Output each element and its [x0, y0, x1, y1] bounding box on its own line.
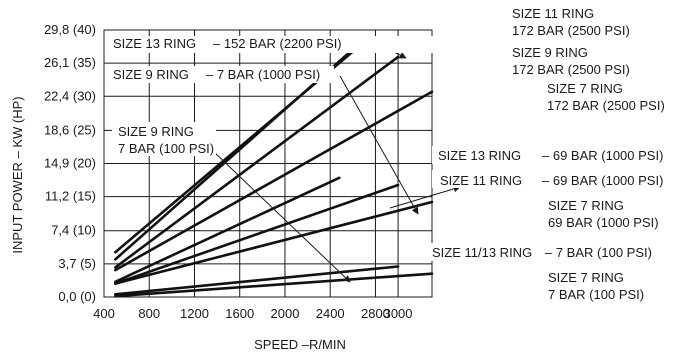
- y-tick-label: 22,4 (30): [44, 88, 96, 103]
- y-tick-label: 18,6 (25): [44, 122, 96, 137]
- x-axis-title: SPEED –R/MIN: [254, 337, 346, 352]
- annotation-label: – 69 BAR (1000 PSI): [542, 173, 663, 188]
- y-tick-label: 7,4 (10): [51, 223, 96, 238]
- annotation-leader-arrow: [211, 149, 351, 283]
- annotation-label: SIZE 13 RING: [438, 148, 521, 163]
- annotation-label: SIZE 9 RING: [113, 67, 189, 82]
- annotation-label: 172 BAR (2500 PSI): [512, 62, 630, 77]
- annotation-background: [108, 66, 334, 83]
- series-line-4: [114, 90, 434, 272]
- annotation-leader-arrow: [389, 185, 461, 209]
- y-axis-title: INPUT POWER – KW (HP): [10, 96, 25, 253]
- annotation-leader-arrow: [339, 75, 419, 215]
- annotation-background: [108, 36, 450, 53]
- series-line-6: [114, 183, 400, 285]
- y-tick-label: 29,8 (40): [44, 22, 96, 37]
- y-tick-label: 26,1 (35): [44, 55, 96, 70]
- y-tick-label: 3,7 (5): [58, 256, 96, 271]
- annotation-label: – 152 BAR (2200 PSI): [213, 36, 342, 51]
- annotations: SIZE 11 RING 172 BAR (2500 PSI) SIZE 9 RIN…: [108, 6, 682, 302]
- annotation-label: SIZE 11 RING: [512, 6, 594, 21]
- annotation-background: [432, 146, 682, 164]
- annotation-label: 172 BAR (2500 PSI): [512, 23, 630, 38]
- x-tick-label: 1600: [225, 306, 254, 321]
- annotation-background: [432, 170, 682, 188]
- series-line-9: [114, 272, 434, 298]
- annotation-label: SIZE 11/13 RING: [432, 245, 532, 260]
- annotation-background: [428, 243, 682, 261]
- annotation-label: – 7 BAR (100 PSI): [545, 245, 652, 260]
- series-line-5: [114, 176, 341, 284]
- annotation-label: SIZE 9 RING: [512, 45, 588, 60]
- y-tick-label: 11,2 (15): [45, 189, 96, 204]
- annotation-label: 7 BAR (100 PSI): [118, 141, 214, 156]
- annotation-label: SIZE 7 RING: [548, 270, 624, 285]
- x-tick-label: 1200: [180, 306, 209, 321]
- annotation-label: SIZE 9 RING: [118, 124, 194, 139]
- x-tick-label: 3000: [384, 306, 413, 321]
- x-tick-label: 2400: [316, 306, 345, 321]
- annotation-label: 172 BAR (2500 PSI): [547, 98, 665, 113]
- annotation-background: [112, 122, 216, 156]
- series-line-8: [114, 265, 400, 296]
- axes: 0,0 (0) 3,7 (5) 7,4 (10) 11,2 (15) 14,9 (20)…: [10, 22, 413, 352]
- annotation-label: 7 BAR (100 PSI): [548, 287, 644, 302]
- x-tick-label: 2000: [271, 306, 300, 321]
- annotation-label: – 69 BAR (1000 PSI): [542, 148, 663, 163]
- annotation-label: SIZE 11 RING: [440, 173, 522, 188]
- annotation-label: SIZE 7 RING: [547, 81, 623, 96]
- series-line-7: [114, 200, 434, 285]
- annotation-label: 69 BAR (1000 PSI): [548, 215, 659, 230]
- x-tick-label: 800: [138, 306, 160, 321]
- x-tick-label: 400: [93, 306, 115, 321]
- y-tick-label: 14,9 (20): [44, 156, 96, 171]
- y-tick-label: 0,0 (0): [58, 289, 96, 304]
- x-tick-label: 2800: [361, 306, 390, 321]
- annotation-label: SIZE 13 RING: [113, 36, 196, 51]
- annotation-label: SIZE 7 RING: [548, 198, 624, 213]
- annotation-label: – 7 BAR (1000 PSI): [206, 67, 320, 82]
- series-line-3: [114, 55, 400, 269]
